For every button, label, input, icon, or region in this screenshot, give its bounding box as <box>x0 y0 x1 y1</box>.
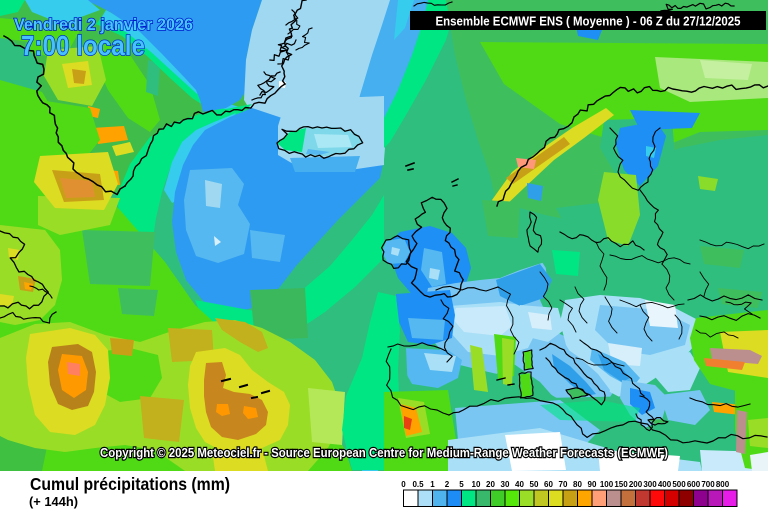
svg-text:5: 5 <box>459 480 464 489</box>
svg-text:70: 70 <box>559 480 568 489</box>
svg-text:30: 30 <box>501 480 510 489</box>
svg-text:Cumul précipitations (mm): Cumul précipitations (mm) <box>30 474 230 494</box>
svg-text:700: 700 <box>701 480 715 489</box>
svg-text:Vendredi 2 janvier 2026: Vendredi 2 janvier 2026 <box>14 15 193 34</box>
svg-text:50: 50 <box>530 480 539 489</box>
svg-text:200: 200 <box>629 480 643 489</box>
svg-text:Ensemble ECMWF ENS ( Moyenne: Ensemble ECMWF ENS ( Moyenne ) - 06 Z du… <box>436 14 741 29</box>
svg-text:Copyright © 2025 Meteociel.fr: Copyright © 2025 Meteociel.fr - Source E… <box>100 445 668 460</box>
svg-text:7:00 locale: 7:00 locale <box>21 30 145 61</box>
svg-text:10: 10 <box>472 480 481 489</box>
svg-text:150: 150 <box>614 480 628 489</box>
svg-text:20: 20 <box>486 480 495 489</box>
svg-text:300: 300 <box>643 480 657 489</box>
svg-text:500: 500 <box>672 480 686 489</box>
svg-text:1: 1 <box>430 480 435 489</box>
svg-text:40: 40 <box>515 480 524 489</box>
svg-text:2: 2 <box>445 480 450 489</box>
svg-text:90: 90 <box>588 480 597 489</box>
svg-text:(+ 144h): (+ 144h) <box>29 494 78 509</box>
svg-text:100: 100 <box>600 480 614 489</box>
svg-text:600: 600 <box>687 480 701 489</box>
svg-text:80: 80 <box>573 480 582 489</box>
svg-text:800: 800 <box>716 480 730 489</box>
svg-text:400: 400 <box>658 480 672 489</box>
svg-text:0: 0 <box>401 480 406 489</box>
svg-text:0.5: 0.5 <box>412 480 424 489</box>
svg-text:60: 60 <box>544 480 553 489</box>
